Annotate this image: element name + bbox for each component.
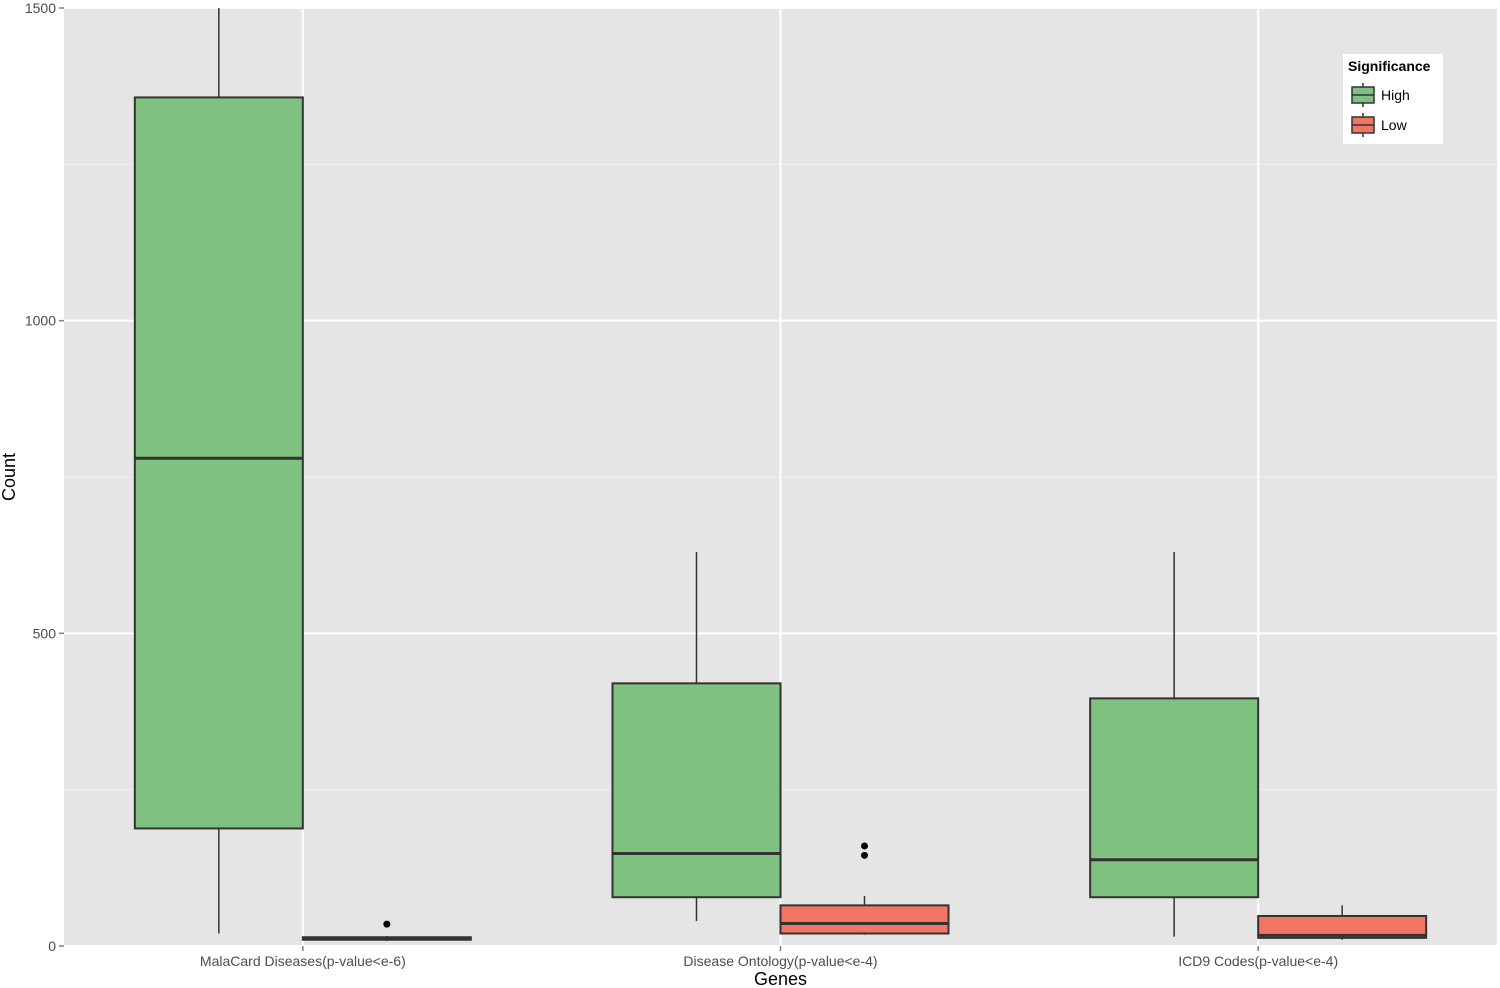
box-body bbox=[611, 682, 782, 899]
box-low-1 bbox=[779, 842, 950, 935]
box-body bbox=[779, 904, 950, 935]
outlier-point bbox=[383, 920, 391, 928]
box-body bbox=[133, 96, 304, 830]
box-high-2 bbox=[1089, 552, 1260, 937]
x-tick-label: ICD9 Codes(p-value<e-4) bbox=[1178, 953, 1338, 969]
x-tick-label: Disease Ontology(p-value<e-4) bbox=[683, 953, 877, 969]
legend-item-low: Low bbox=[1351, 113, 1408, 137]
box-high-1 bbox=[611, 552, 782, 921]
box-low-2 bbox=[1257, 905, 1428, 940]
y-axis-title: Count bbox=[0, 453, 19, 501]
y-tick-label: 0 bbox=[48, 938, 56, 954]
legend-items: High Low bbox=[1351, 83, 1410, 137]
box-low-0 bbox=[301, 920, 472, 941]
y-tick-label: 500 bbox=[33, 625, 57, 641]
box-body bbox=[1089, 697, 1260, 899]
box-high-0 bbox=[133, 8, 304, 934]
box-body bbox=[1257, 914, 1428, 939]
legend-item-high: High bbox=[1351, 83, 1410, 107]
axes: 0 500 1000 1500 MalaCard Diseases(p-value<e-… bbox=[25, 0, 1338, 969]
legend: Significance High Low bbox=[1343, 54, 1443, 144]
outlier-point bbox=[861, 842, 868, 850]
y-tick-label: 1500 bbox=[25, 0, 56, 16]
x-axis-title: Genes bbox=[754, 969, 807, 988]
y-tick-label: 1000 bbox=[25, 313, 56, 329]
legend-label: Low bbox=[1381, 117, 1408, 133]
legend-label: High bbox=[1381, 87, 1410, 103]
legend-title: Significance bbox=[1348, 58, 1431, 74]
boxes bbox=[133, 8, 1428, 941]
outlier-point bbox=[861, 851, 868, 859]
x-tick-label: MalaCard Diseases(p-value<e-6) bbox=[200, 953, 406, 969]
